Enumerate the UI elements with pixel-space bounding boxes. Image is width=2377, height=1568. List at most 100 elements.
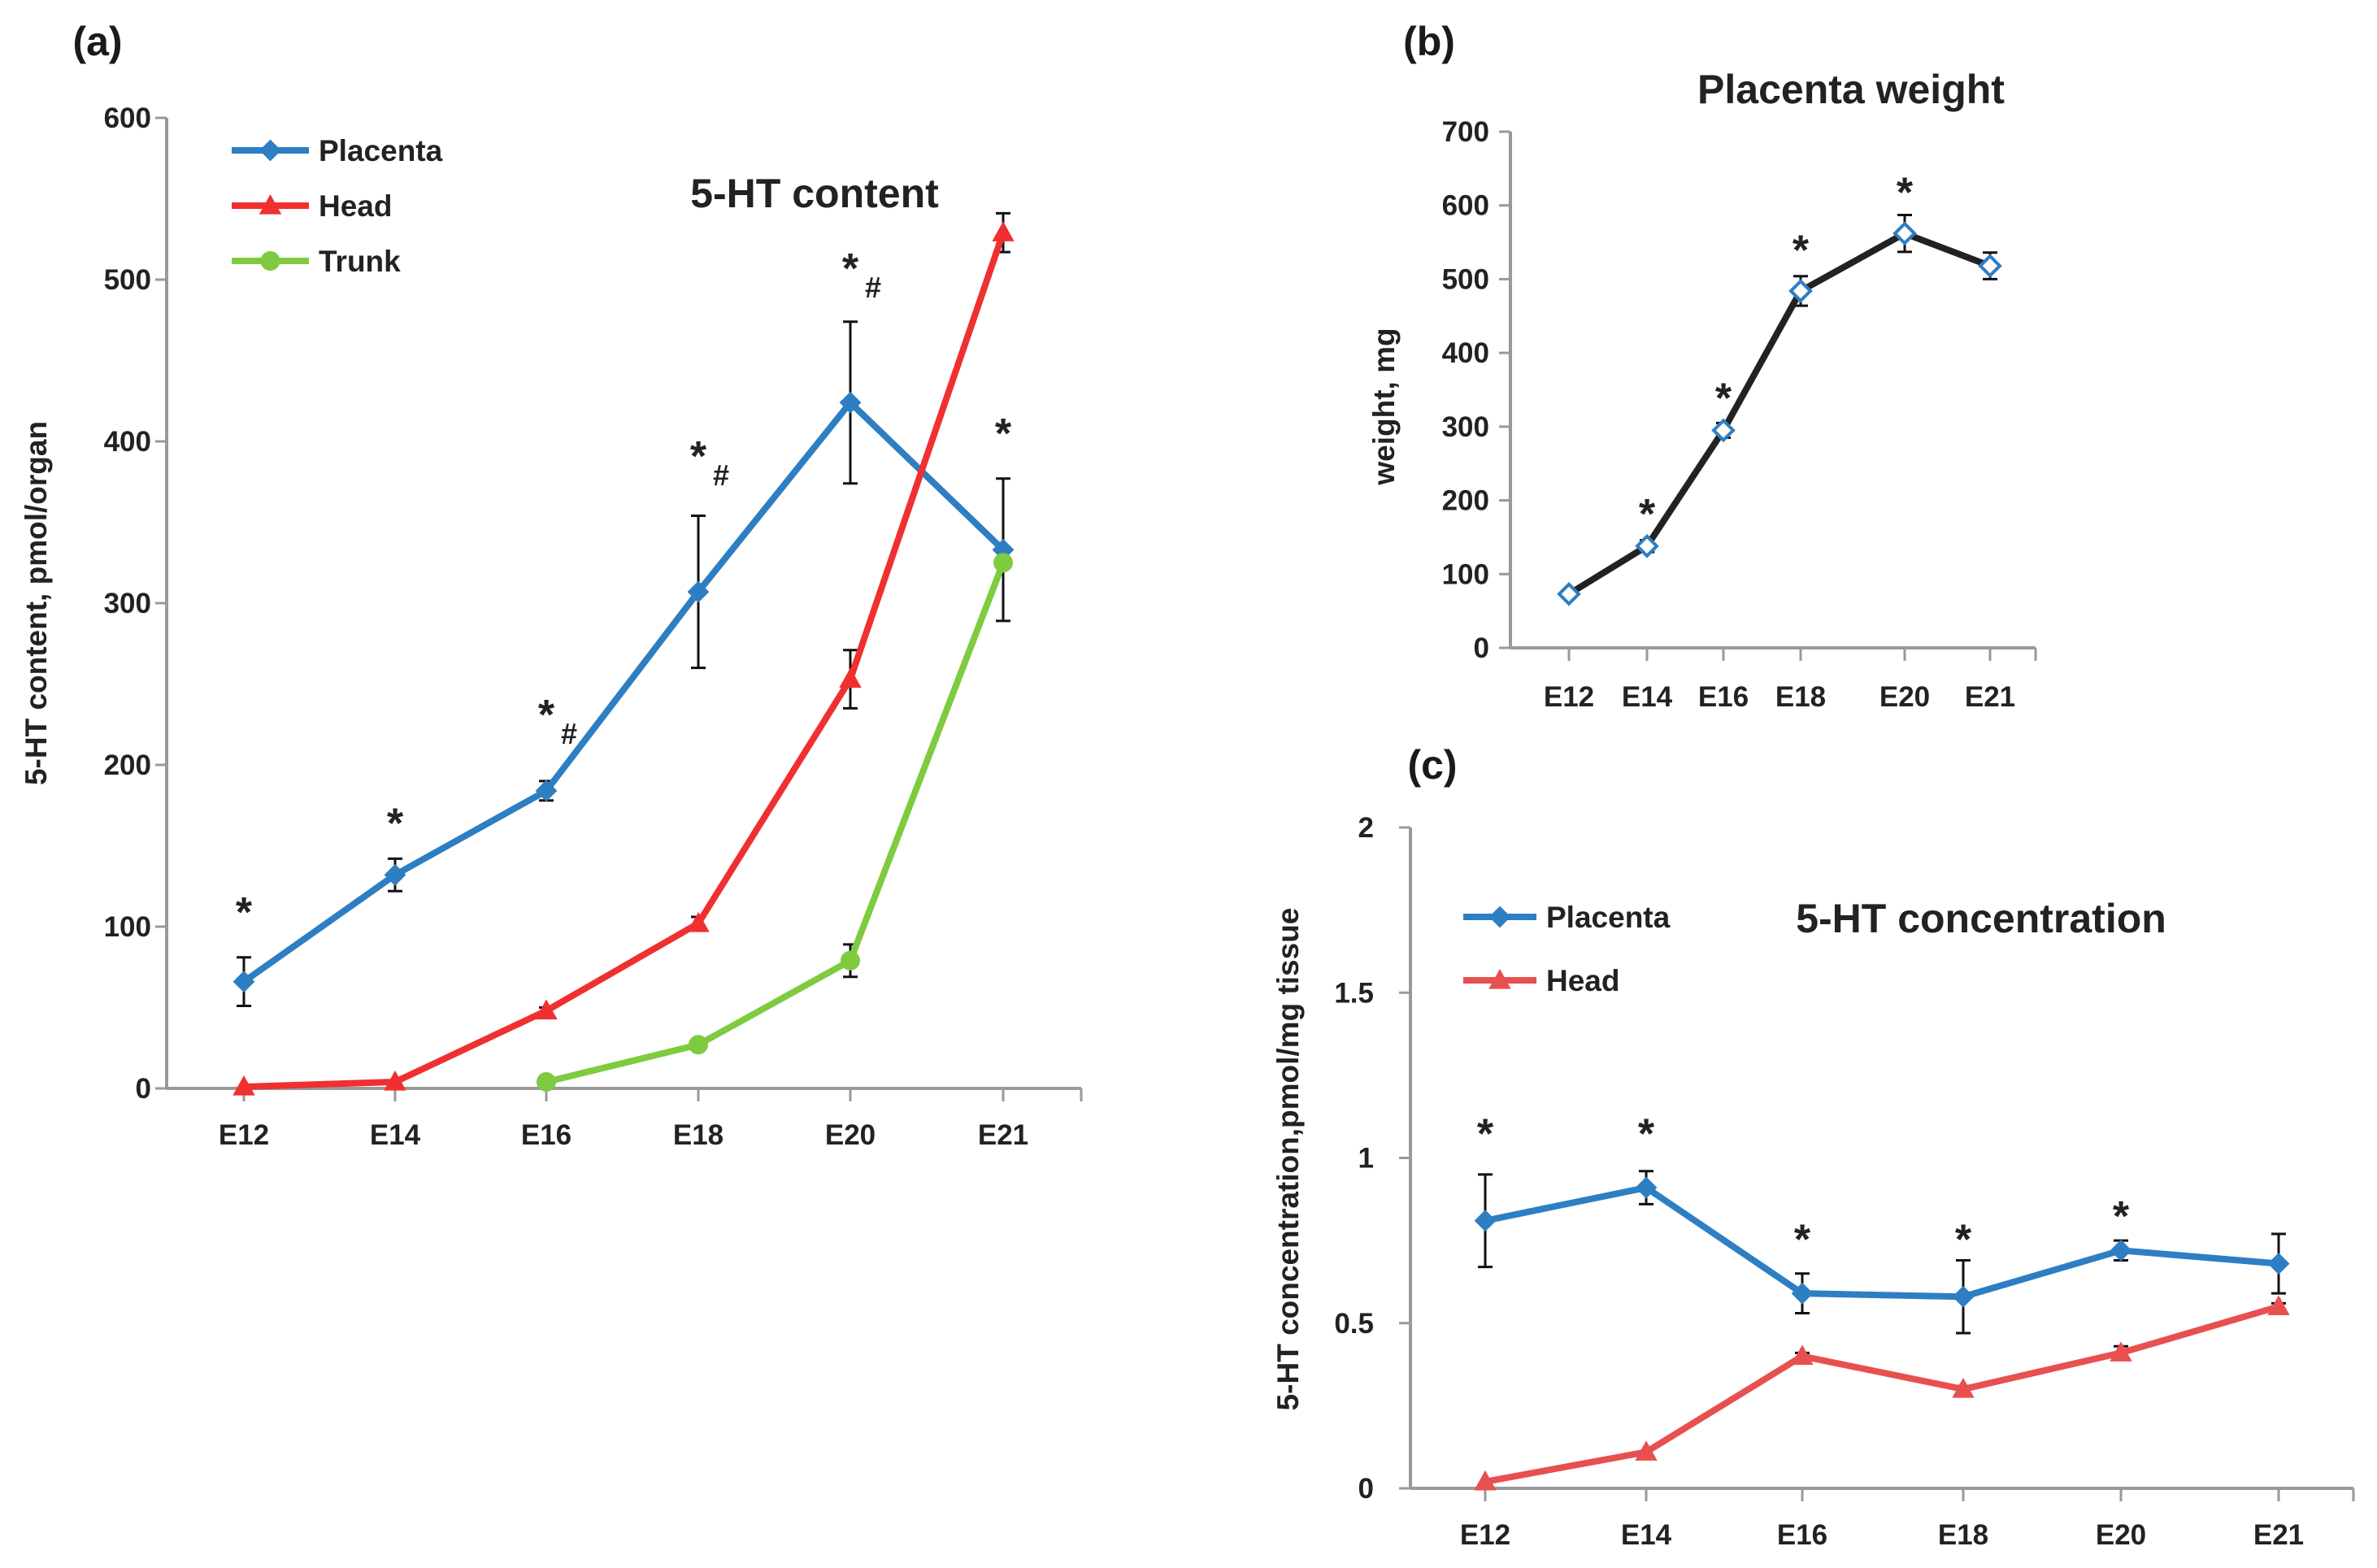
significance-star: * xyxy=(1955,1216,1972,1263)
x-tick-label: E16 xyxy=(1698,681,1749,713)
data-point xyxy=(1952,1377,1975,1398)
significance-star: * xyxy=(1477,1110,1494,1158)
significance-star: * xyxy=(1897,170,1914,217)
legend-label: Placenta xyxy=(319,134,443,167)
x-tick-label: E16 xyxy=(1777,1519,1827,1551)
chart-a: (a) 5-HT content 0 100 200 300 400 500 600 E12 E14… xyxy=(20,19,1083,1151)
x-tick-label: E12 xyxy=(219,1119,269,1151)
data-point xyxy=(1635,1176,1658,1199)
x-tick-label: E14 xyxy=(370,1119,421,1151)
significance-star: * xyxy=(690,433,707,480)
data-point xyxy=(1952,1285,1975,1308)
significance-star: * xyxy=(538,692,555,739)
data-point xyxy=(537,1072,556,1092)
series-line-head xyxy=(1482,1303,2282,1485)
y-tick-label: 1.5 xyxy=(1334,977,1374,1009)
y-tick-label: 700 xyxy=(1442,116,1489,148)
legend-marker xyxy=(259,193,282,215)
legend-label: Trunk xyxy=(319,245,401,278)
y-tick-label: 1 xyxy=(1358,1143,1374,1175)
y-axis-title: 5-HT content, pmol/organ xyxy=(20,421,53,785)
x-tick-label: E20 xyxy=(1879,681,1930,713)
data-point xyxy=(1474,1210,1497,1232)
data-point xyxy=(232,971,255,993)
chart-title: 5-HT concentration xyxy=(1796,896,2166,941)
legend-marker xyxy=(259,139,281,162)
series-line-placenta xyxy=(1482,1184,2282,1301)
chart-title: 5-HT content xyxy=(690,171,939,216)
x-tick-label: E16 xyxy=(521,1119,571,1151)
x-tick-label: E12 xyxy=(1460,1519,1510,1551)
series-line-placenta-weight xyxy=(1566,230,1993,597)
x-tick-label: E14 xyxy=(1622,681,1673,713)
x-tick-label: E20 xyxy=(825,1119,876,1151)
data-point xyxy=(992,221,1015,241)
panel-label: (b) xyxy=(1403,19,1455,64)
y-tick-label: 500 xyxy=(1442,263,1489,295)
y-tick-label: 200 xyxy=(1442,485,1489,517)
significance-star: * xyxy=(842,245,859,293)
data-point xyxy=(1892,221,1917,246)
data-point xyxy=(839,391,862,414)
significance-hash: # xyxy=(865,271,881,304)
significance-star: * xyxy=(1638,1110,1655,1158)
data-point xyxy=(2267,1253,2290,1275)
y-tick-label: 100 xyxy=(1442,558,1489,590)
data-point xyxy=(1791,1344,1814,1365)
y-axis-title: 5-HT concentration,pmol/mg tissue xyxy=(1271,908,1305,1411)
y-tick-label: 400 xyxy=(104,426,151,458)
legend-label: Head xyxy=(319,189,392,223)
y-tick-label: 500 xyxy=(104,264,151,296)
series-line-head xyxy=(241,229,1006,1091)
significance-star: * xyxy=(1639,491,1656,538)
y-tick-label: 0 xyxy=(1474,632,1489,664)
data-point xyxy=(687,580,710,603)
data-point xyxy=(535,999,558,1020)
data-point xyxy=(689,1035,708,1055)
series-line-placenta xyxy=(241,399,1006,985)
y-tick-label: 200 xyxy=(104,749,151,781)
data-point xyxy=(2267,1295,2290,1316)
data-point xyxy=(1788,279,1813,303)
legend-marker xyxy=(1488,906,1511,928)
y-tick-label: 0.5 xyxy=(1334,1308,1374,1340)
data-point xyxy=(384,1070,406,1091)
significance-star: * xyxy=(1793,227,1810,274)
data-point xyxy=(1711,418,1736,443)
data-point xyxy=(841,950,860,971)
significance-hash: # xyxy=(561,717,577,750)
significance-star: * xyxy=(236,889,253,936)
significance-hash: # xyxy=(713,458,729,492)
legend-marker xyxy=(1488,968,1511,989)
data-point xyxy=(993,553,1013,573)
y-tick-label: 300 xyxy=(104,588,151,619)
y-tick-label: 600 xyxy=(104,102,151,134)
panel-label: (c) xyxy=(1407,742,1457,788)
data-point xyxy=(1978,254,2002,278)
series-line-trunk xyxy=(543,559,1006,1086)
significance-star: * xyxy=(2113,1193,2130,1240)
y-tick-label: 100 xyxy=(104,911,151,943)
significance-star: * xyxy=(995,410,1012,458)
data-point xyxy=(1557,581,1581,606)
data-point xyxy=(2110,1341,2132,1362)
y-tick-label: 0 xyxy=(136,1073,151,1105)
data-point xyxy=(1474,1470,1497,1491)
data-point xyxy=(839,667,862,688)
x-tick-label: E21 xyxy=(978,1119,1028,1151)
x-tick-label: E12 xyxy=(1544,681,1594,713)
y-axis-title: weight, mg xyxy=(1367,328,1401,485)
data-point xyxy=(1635,1440,1658,1461)
legend-label: Placenta xyxy=(1546,901,1671,934)
chart-b: (b) Placenta weight 0 100 200 300 400 500 600 700… xyxy=(1367,19,2037,713)
panel-label: (a) xyxy=(72,19,122,64)
y-tick-label: 0 xyxy=(1358,1473,1374,1505)
legend-marker xyxy=(260,251,280,271)
y-tick-label: 400 xyxy=(1442,337,1489,369)
chart-title: Placenta weight xyxy=(1697,67,2005,112)
x-tick-label: E14 xyxy=(1621,1519,1672,1551)
x-tick-label: E18 xyxy=(1775,681,1826,713)
data-point xyxy=(384,863,406,886)
x-tick-label: E20 xyxy=(2096,1519,2146,1551)
